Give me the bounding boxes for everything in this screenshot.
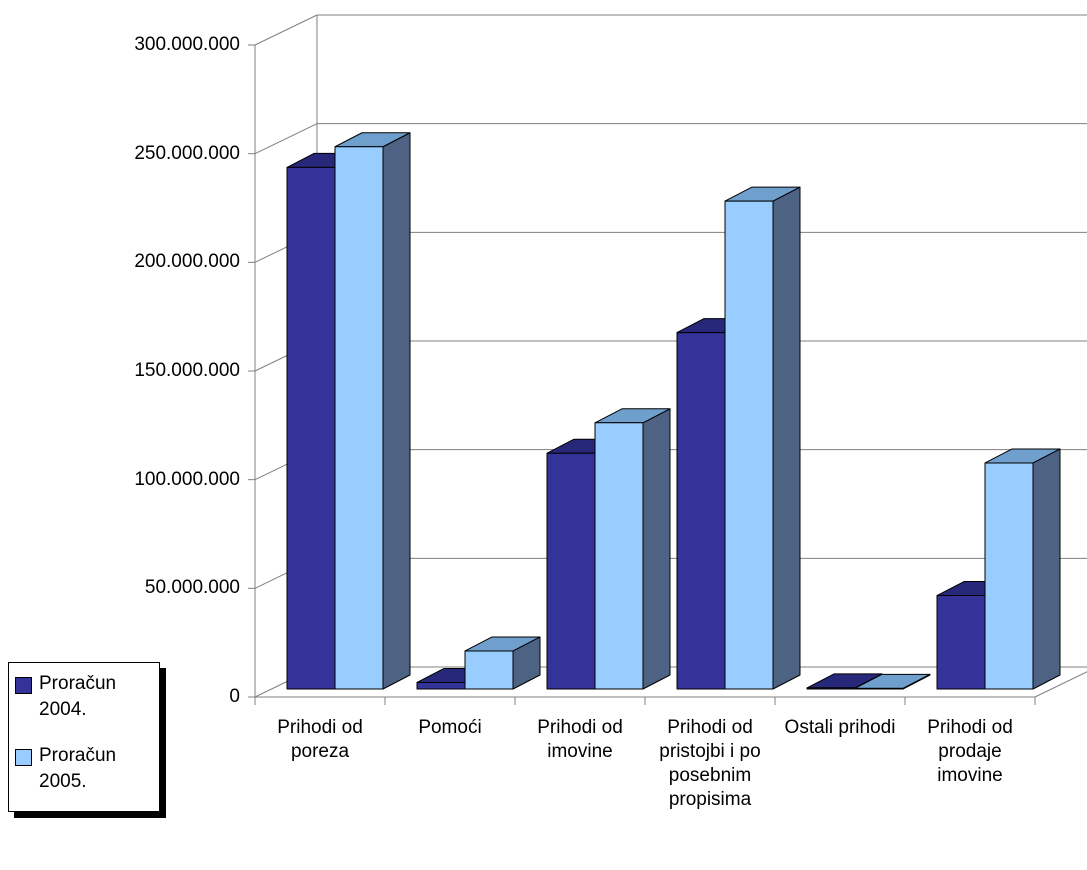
- bar-side: [1032, 448, 1061, 690]
- bar-front: [594, 422, 644, 690]
- legend-swatch: [15, 677, 32, 694]
- x-tick-label: Pomoći: [418, 717, 482, 738]
- legend-label: Proračun 2005.: [39, 745, 117, 792]
- x-tick-label: Prihodi od pristojbi i po posebnim propi…: [659, 717, 761, 810]
- bar-front: [546, 452, 596, 690]
- y-tick-label: 300.000.000: [134, 34, 240, 55]
- legend: Proračun 2004. Proračun 2005.: [8, 662, 160, 812]
- y-tick-label: 250.000.000: [134, 142, 240, 164]
- bar: [594, 408, 671, 690]
- bar-front: [676, 332, 726, 690]
- legend-item: Proračun 2004.: [15, 671, 149, 723]
- bar: [854, 673, 931, 690]
- bar: [724, 186, 801, 690]
- legend-label: Proračun 2004.: [39, 673, 117, 720]
- bar-front: [936, 595, 986, 690]
- y-tick-label: 0: [229, 686, 240, 707]
- bar: [464, 636, 541, 690]
- bar-front: [724, 200, 774, 690]
- x-tick-label: Prihodi od prodaje imovine: [927, 717, 1013, 786]
- bar: [984, 448, 1061, 690]
- bar-front: [334, 146, 384, 690]
- bar: [334, 132, 411, 690]
- legend-item: Proračun 2005.: [15, 743, 149, 795]
- bar-side: [642, 408, 671, 690]
- bar-front: [854, 687, 904, 690]
- y-tick-label: 50.000.000: [144, 577, 240, 599]
- y-tick-label: 200.000.000: [134, 251, 240, 273]
- bar-side: [382, 132, 411, 690]
- bar-front: [464, 650, 514, 690]
- x-tick-label: Prihodi od imovine: [537, 717, 623, 762]
- bar-front: [806, 687, 856, 690]
- bar-front: [984, 462, 1034, 690]
- bar-front: [286, 166, 336, 690]
- x-tick-label: Prihodi od poreza: [277, 717, 363, 762]
- legend-swatch: [15, 749, 32, 766]
- y-tick-label: 100.000.000: [134, 468, 240, 490]
- bar-side: [772, 186, 801, 690]
- side-grid-line: [254, 14, 318, 46]
- side-grid-line: [254, 123, 318, 155]
- x-tick-label: Ostali prihodi: [784, 717, 896, 738]
- y-tick-label: 150.000.000: [134, 360, 240, 381]
- bar-front: [416, 681, 466, 690]
